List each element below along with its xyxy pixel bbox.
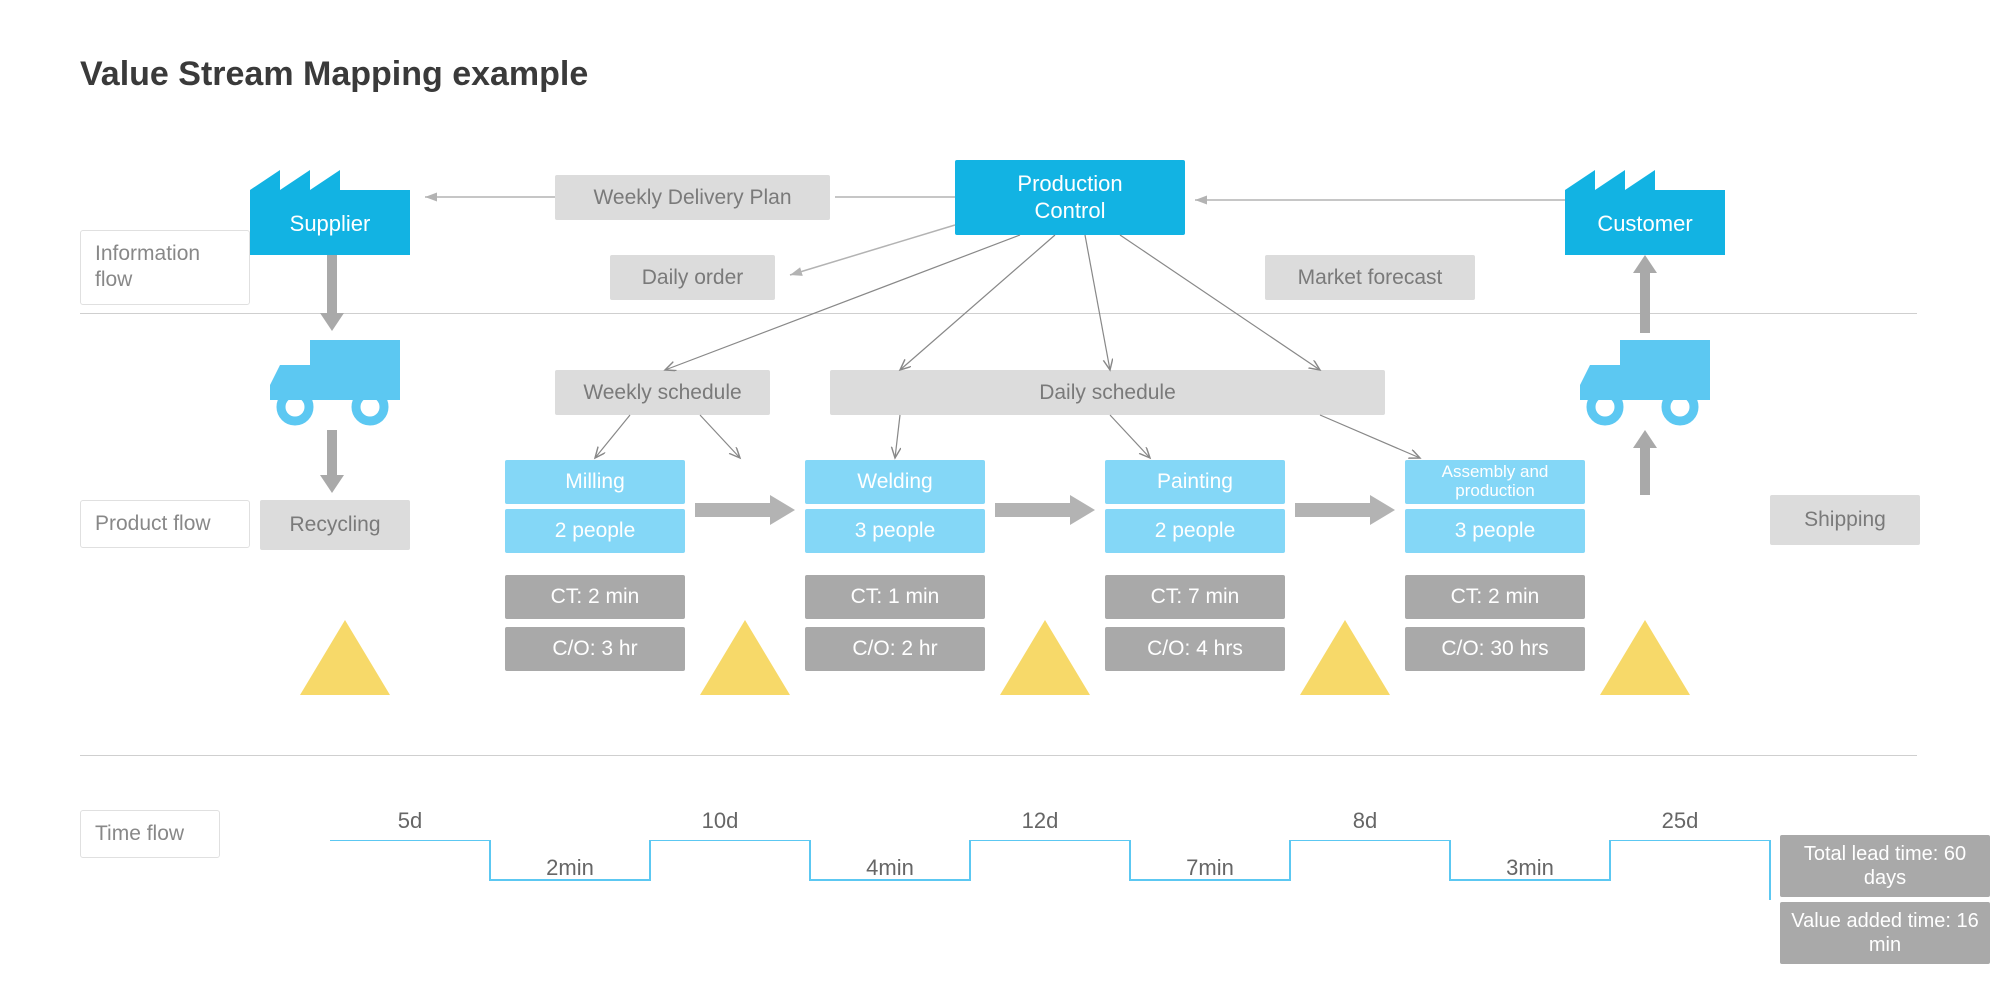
- flow-arrow-icon: [695, 495, 795, 525]
- process-ct: CT: 2 min: [505, 575, 685, 619]
- arrow-down-icon: [317, 255, 347, 333]
- recycling-label: Recycling: [260, 500, 410, 550]
- process-name: Painting: [1105, 460, 1285, 504]
- vsm-diagram: Value Stream Mapping example Information…: [0, 0, 1997, 999]
- process-name: Milling: [505, 460, 685, 504]
- process-co: C/O: 2 hr: [805, 627, 985, 671]
- timeline-wait: 8d: [1325, 808, 1405, 834]
- inventory-triangle-icon: [1300, 620, 1390, 695]
- process-welding: Welding 3 people CT: 1 min C/O: 2 hr: [805, 460, 985, 671]
- value-added-time: Value added time: 16 min: [1780, 902, 1990, 964]
- process-co: C/O: 30 hrs: [1405, 627, 1585, 671]
- truck-icon: [265, 335, 405, 430]
- inventory-triangle-icon: [300, 620, 390, 695]
- arrow-up-icon: [1630, 430, 1660, 495]
- timeline-wait: 5d: [370, 808, 450, 834]
- process-painting: Painting 2 people CT: 7 min C/O: 4 hrs: [1105, 460, 1285, 671]
- truck-icon: [1575, 335, 1715, 430]
- process-co: C/O: 3 hr: [505, 627, 685, 671]
- timeline-value: 2min: [525, 855, 615, 881]
- flow-arrow-icon: [995, 495, 1095, 525]
- inventory-triangle-icon: [1000, 620, 1090, 695]
- shipping-label: Shipping: [1770, 495, 1920, 545]
- process-assembly: Assembly and production 3 people CT: 2 m…: [1405, 460, 1585, 671]
- timeline-value: 7min: [1165, 855, 1255, 881]
- truck-outbound: [1575, 335, 1715, 430]
- process-name: Welding: [805, 460, 985, 504]
- process-people: 2 people: [505, 509, 685, 553]
- timeline-value: 3min: [1485, 855, 1575, 881]
- timeline-wait: 10d: [680, 808, 760, 834]
- process-name: Assembly and production: [1405, 460, 1585, 504]
- process-people: 3 people: [805, 509, 985, 553]
- process-people: 2 people: [1105, 509, 1285, 553]
- total-lead-time: Total lead time: 60 days: [1780, 835, 1990, 897]
- process-ct: CT: 1 min: [805, 575, 985, 619]
- arrow-up-icon: [1630, 255, 1660, 333]
- process-ct: CT: 7 min: [1105, 575, 1285, 619]
- timeline-wait: 25d: [1640, 808, 1720, 834]
- process-people: 3 people: [1405, 509, 1585, 553]
- arrow-down-icon: [317, 430, 347, 495]
- timeline-value: 4min: [845, 855, 935, 881]
- inventory-triangle-icon: [700, 620, 790, 695]
- truck-inbound: [265, 335, 405, 430]
- timeline-wait: 12d: [1000, 808, 1080, 834]
- process-co: C/O: 4 hrs: [1105, 627, 1285, 671]
- process-milling: Milling 2 people CT: 2 min C/O: 3 hr: [505, 460, 685, 671]
- process-ct: CT: 2 min: [1405, 575, 1585, 619]
- inventory-triangle-icon: [1600, 620, 1690, 695]
- flow-arrow-icon: [1295, 495, 1395, 525]
